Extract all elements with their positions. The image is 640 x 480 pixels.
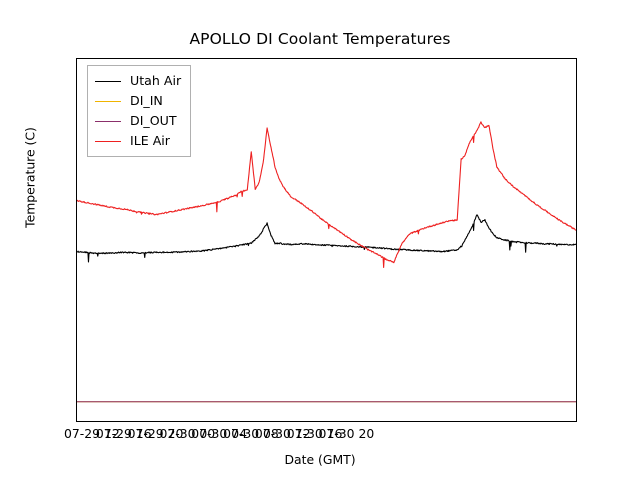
x-tick-label: 07-30 20 xyxy=(318,426,375,441)
legend-item-utah-air[interactable]: Utah Air xyxy=(95,71,181,91)
x-tick-mark xyxy=(283,421,284,422)
legend-swatch-icon xyxy=(95,120,121,122)
legend-swatch-icon xyxy=(95,80,121,82)
y-axis-label: Temperature (C) xyxy=(22,127,38,228)
legend-label: ILE Air xyxy=(130,132,170,148)
legend-label: DI_IN xyxy=(130,92,163,108)
plot-area xyxy=(76,58,577,422)
x-tick-label: 07-30 08 xyxy=(223,426,279,441)
x-tick-mark xyxy=(156,421,157,422)
series-line-ile-air xyxy=(77,121,576,269)
y-tick-mark xyxy=(76,326,77,327)
x-tick-mark xyxy=(92,421,93,422)
x-tick-label: 07-30 04 xyxy=(191,426,247,441)
x-tick-label: 07-30 00 xyxy=(159,426,216,441)
x-tick-mark xyxy=(315,421,316,422)
x-tick-label: 07-30 16 xyxy=(286,426,343,441)
y-tick-mark xyxy=(76,171,77,172)
legend-swatch-icon xyxy=(95,140,121,142)
legend-item-di-in[interactable]: DI_IN xyxy=(95,91,181,111)
y-tick-mark xyxy=(76,248,77,249)
y-tick-mark xyxy=(76,403,77,404)
x-tick-label: 07-29 12 xyxy=(64,426,120,441)
x-tick-label: 07-29 20 xyxy=(127,426,184,441)
legend-swatch-icon xyxy=(95,100,121,102)
chart-legend: Utah Air DI_IN DI_OUT ILE Air xyxy=(87,65,192,157)
x-tick-mark xyxy=(251,421,252,422)
x-axis-label: Date (GMT) xyxy=(284,452,356,467)
chart-title: APOLLO DI Coolant Temperatures xyxy=(189,30,451,48)
legend-label: DI_OUT xyxy=(130,112,177,128)
x-tick-mark xyxy=(124,421,125,422)
series-line-utah-air xyxy=(77,214,576,263)
x-tick-label: 07-30 12 xyxy=(254,426,311,441)
legend-item-di-out[interactable]: DI_OUT xyxy=(95,111,181,131)
x-tick-mark xyxy=(188,421,189,422)
x-tick-label: 07-29 16 xyxy=(95,426,152,441)
x-tick-mark xyxy=(347,421,348,422)
x-tick-mark xyxy=(220,421,221,422)
legend-item-ile-air[interactable]: ILE Air xyxy=(95,131,181,151)
y-tick-mark xyxy=(76,93,77,94)
series-canvas xyxy=(77,121,576,403)
legend-label: Utah Air xyxy=(130,72,182,88)
